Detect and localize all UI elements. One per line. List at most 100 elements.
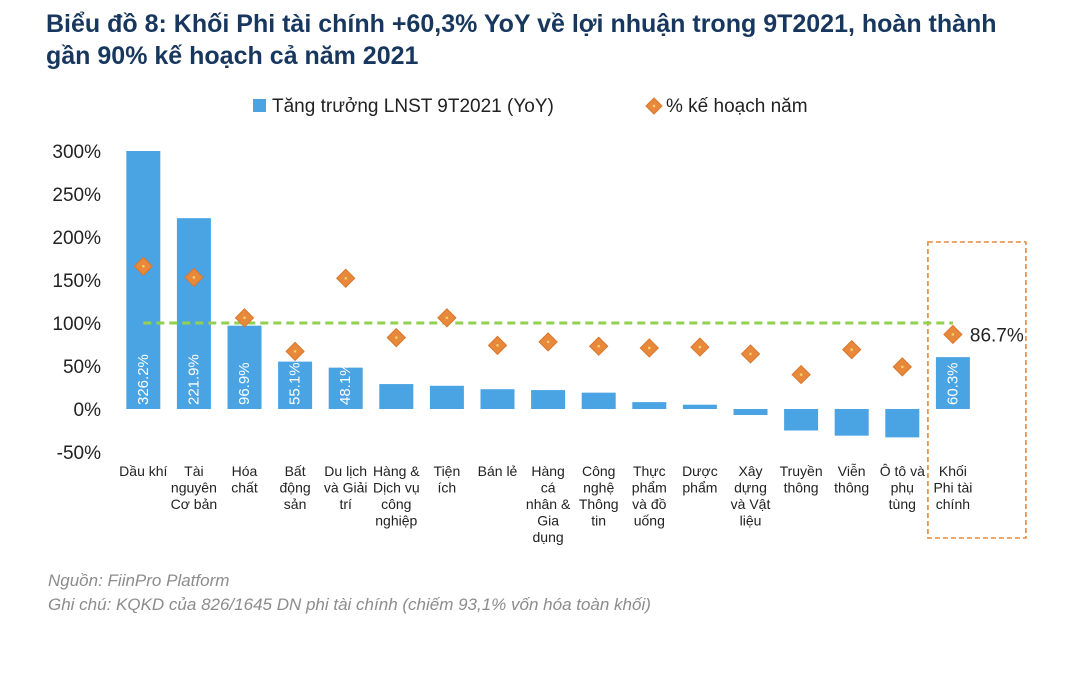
legend-marker-plan [645, 97, 663, 115]
x-category-label-line: ích [438, 480, 457, 496]
plan-data-label: 86.7% [970, 325, 1024, 346]
x-category-label: Ô tô và phụ tùng [880, 463, 925, 512]
plan-marker-center [546, 340, 550, 344]
x-category-label: Bất động sản [280, 463, 311, 512]
bar-data-label: 221.9% [185, 354, 202, 405]
x-category-label-line: và đồ [632, 496, 666, 512]
y-tick-label: 200% [52, 228, 101, 249]
bars: 326.2% 221.9% 96.9% 55.1% 48.1% 60.3% [126, 151, 970, 438]
bar-data-label: 60.3% [944, 362, 961, 405]
x-category-label-line: Ô tô và [880, 463, 925, 479]
x-category-label-line: Công [582, 463, 615, 479]
plan-marker [791, 364, 811, 385]
x-category-label: Khối Phi tài chính [933, 463, 972, 512]
bar [429, 385, 464, 409]
plan-marker-center [496, 344, 499, 347]
plan-marker-center [698, 345, 702, 349]
plan-marker-center [597, 345, 600, 348]
x-category-label-line: Thực [633, 463, 666, 479]
x-category-label-line: phẩm [632, 480, 667, 496]
bar [176, 218, 211, 409]
bar [278, 361, 313, 409]
y-tick-label: 300% [52, 142, 101, 163]
x-category-label-line: Gia [537, 513, 559, 529]
bar-data-label: 326.2% [135, 354, 152, 405]
x-category-label-line: Phi tài [933, 480, 972, 496]
bar [227, 325, 262, 409]
plan-marker [639, 338, 660, 358]
x-category-label-line: thông [784, 480, 819, 496]
x-category-label-line: Tiện [434, 463, 461, 479]
bar [733, 409, 768, 416]
x-category-label-line: động [280, 480, 311, 496]
x-category-label-line: Cơ bản [171, 496, 218, 512]
x-category-label-line: nhân & [526, 496, 571, 512]
plan-marker [184, 267, 204, 288]
y-tick-label: 100% [52, 314, 101, 335]
legend: Tăng trưởng LNST 9T2021 (YoY) % kế hoạch … [253, 96, 808, 117]
legend-label-growth: Tăng trưởng LNST 9T2021 (YoY) [272, 96, 554, 117]
bar-data-label: 48.1% [337, 362, 354, 405]
plan-marker [740, 344, 761, 364]
x-category-label-line: Khối [939, 463, 967, 479]
x-category-label: Truyền thông [780, 463, 823, 496]
plan-marker [234, 308, 255, 328]
bar [632, 402, 667, 409]
source-note: Nguồn: FiinPro Platform [48, 571, 230, 590]
x-category-label-line: nguyên [171, 480, 217, 496]
x-category-label-line: tin [591, 513, 606, 529]
x-category-label-line: Xây [738, 463, 762, 479]
bar [480, 389, 515, 409]
plan-marker-center [799, 373, 803, 376]
x-category-label-line: nghệ [583, 480, 614, 496]
x-category-label-line: uống [634, 513, 665, 529]
x-category-label-line: Truyền [780, 463, 823, 479]
x-category-label-line: Du lịch [324, 463, 367, 479]
x-category-label-line: sản [284, 496, 307, 512]
plan-marker [690, 337, 710, 357]
bar [126, 151, 161, 409]
legend-marker-plan-center [652, 104, 656, 108]
plan-marker [588, 336, 609, 356]
plan-marker [892, 357, 913, 377]
legend-swatch-growth [253, 99, 266, 112]
plan-marker-center [293, 350, 297, 353]
x-category-label-line: Dầu khí [119, 463, 167, 479]
bar-data-label: 55.1% [287, 362, 304, 405]
x-category-label-line: chính [936, 496, 970, 512]
x-category-label-line: Hóa [232, 463, 258, 479]
x-category-label: Dược phẩm [682, 463, 718, 496]
bar [379, 384, 414, 409]
x-category-label-line: công [381, 496, 411, 512]
plan-marker-center [344, 277, 347, 280]
plan-marker [437, 308, 457, 328]
x-category-label-line: trí [339, 496, 352, 512]
x-category-label-line: Viễn [838, 463, 866, 479]
plan-marker [943, 324, 963, 345]
x-category-label-line: nghiệp [375, 513, 417, 529]
x-category-label-line: liệu [740, 513, 762, 529]
plan-marker-center [749, 352, 752, 356]
plan-marker-center [951, 333, 955, 336]
plan-marker [133, 256, 154, 276]
x-category-label-line: Tài [184, 463, 203, 479]
plan-marker [335, 268, 356, 288]
plan-marker [285, 341, 305, 362]
footnote: Ghi chú: KQKD của 826/1645 DN phi tài ch… [48, 595, 651, 614]
highlight-box [927, 241, 1027, 539]
x-category-label: Tài nguyên Cơ bản [171, 463, 218, 512]
bar [834, 409, 869, 436]
x-category-label: Tiện ích [434, 463, 461, 496]
bar-data-label: 96.9% [236, 362, 253, 405]
x-category-label: Công nghệ Thông tin [579, 463, 619, 529]
y-tick-label: 50% [63, 357, 101, 378]
bar [885, 409, 920, 438]
x-category-label: Dầu khí [119, 463, 167, 479]
x-category-label-line: Bán lẻ [478, 463, 518, 479]
x-category-label: Hàng & Dịch vụ công nghiệp [373, 463, 420, 529]
x-category-label: Hóa chất [231, 463, 258, 496]
x-category-label: Bán lẻ [478, 463, 518, 479]
x-category-label: Xây dựng và Vật liệu [731, 463, 771, 529]
x-category-label: Du lịch và Giải trí [324, 463, 368, 512]
